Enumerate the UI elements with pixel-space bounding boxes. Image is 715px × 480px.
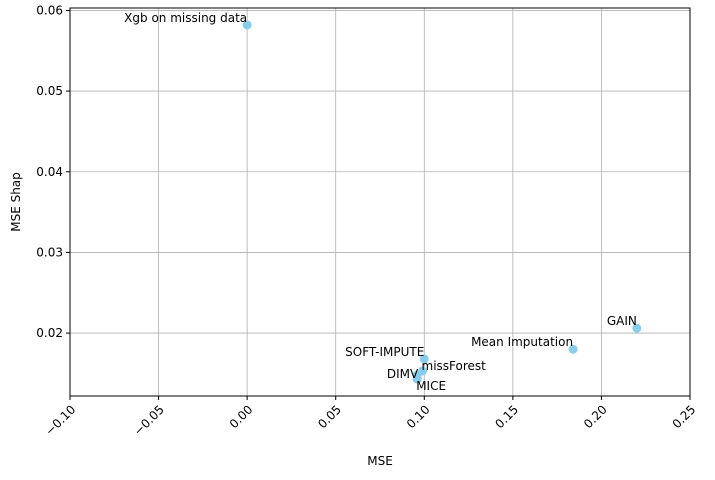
point-label: missForest (422, 359, 487, 373)
y-tick-label: 0.05 (36, 84, 63, 98)
x-tick-label: 0.05 (315, 402, 344, 431)
scatter-point (412, 374, 422, 384)
x-tick-label: 0.10 (404, 402, 433, 431)
y-tick-label: 0.06 (36, 3, 63, 17)
plot-frame (69, 7, 691, 397)
y-tick-label: 0.02 (36, 326, 63, 340)
scatter-point (568, 344, 578, 354)
scatter-point (242, 20, 252, 30)
data-points (242, 20, 642, 384)
x-axis-label: MSE (367, 454, 393, 468)
point-label: Xgb on missing data (124, 11, 247, 25)
scatter-point (419, 354, 429, 364)
x-tick-label: −0.10 (42, 402, 78, 438)
point-label: DIMV (387, 367, 419, 381)
scatter-point (632, 323, 642, 333)
x-axis-ticks: −0.10 −0.05 0.00 0.05 0.10 0.15 0.20 0.25 (42, 396, 698, 438)
point-label: SOFT-IMPUTE (345, 345, 424, 359)
point-label: Mean Imputation (471, 335, 573, 349)
x-tick-label: 0.00 (227, 402, 256, 431)
x-tick-label: 0.25 (670, 402, 699, 431)
x-tick-label: −0.05 (131, 402, 167, 438)
point-label: MICE (416, 379, 446, 393)
y-tick-label: 0.04 (36, 165, 63, 179)
grid-lines (69, 8, 691, 396)
y-axis-label: MSE Shap (9, 172, 23, 232)
x-tick-label: 0.20 (581, 402, 610, 431)
point-labels: Xgb on missing data GAIN Mean Imputation SO… (124, 11, 637, 393)
y-axis-ticks: 0.02 0.03 0.04 0.05 0.06 (36, 3, 70, 340)
y-tick-label: 0.03 (36, 245, 63, 259)
x-tick-label: 0.15 (492, 402, 521, 431)
point-label: GAIN (607, 314, 637, 328)
